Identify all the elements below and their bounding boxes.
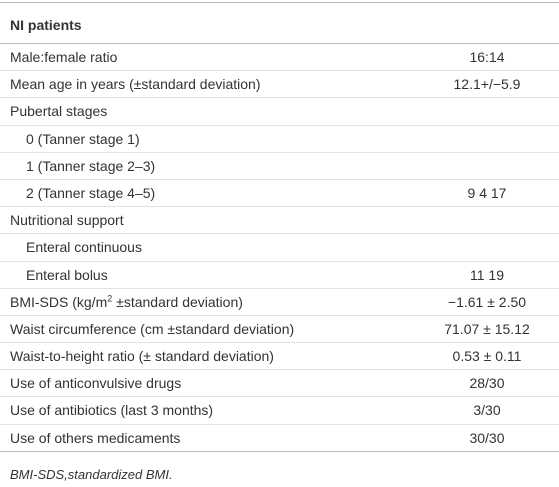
table-row: Pubertal stages [0, 98, 559, 126]
label-text: 1 (Tanner stage 2–3) [26, 157, 156, 174]
table-row: Mean age in years (±standard deviation) 1… [0, 71, 559, 99]
label-text: Male:female ratio [10, 49, 118, 65]
table-row: Male:female ratio 16:14 [0, 44, 559, 72]
label-text: Use of antibiotics (last 3 months) [10, 402, 214, 419]
row-label: Pubertal stages [10, 98, 107, 124]
table-row: Enteral bolus 11 19 [0, 262, 559, 289]
label-text: Pubertal stages [10, 103, 108, 120]
row-label: BMI-SDS (kg/m2 ±standard deviation) [10, 289, 243, 315]
row-label: Enteral bolus [26, 262, 108, 288]
label-text: Enteral bolus [26, 266, 108, 283]
table-row: Use of others medicaments 30/30 [0, 425, 559, 452]
label-text: ±standard deviation) [112, 293, 243, 310]
row-label: Mean age in years (±standard deviation) [10, 71, 261, 97]
row-label: 1 (Tanner stage 2–3) [26, 153, 155, 179]
label-text: Waist circumference (cm ±standard deviat… [10, 320, 295, 337]
table-header: NI patients [0, 3, 559, 44]
label-text: Use of others medicaments [10, 429, 181, 446]
label-text: Waist-to-height ratio (± standard deviat… [10, 348, 274, 365]
table-row: Use of anticonvulsive drugs 28/30 [0, 370, 559, 398]
row-label: Use of others medicaments [10, 425, 180, 451]
label-text: Nutritional support [10, 212, 124, 229]
label-text: Enteral continuous [26, 239, 142, 256]
label-text: 0 (Tanner stage 1) [26, 130, 140, 147]
table-row: Use of antibiotics (last 3 months) 3/30 [0, 397, 559, 425]
table-row: 1 (Tanner stage 2–3) [0, 153, 559, 180]
row-value: 16:14 [469, 49, 505, 65]
row-value: 11 19 [470, 266, 504, 283]
row-value: 30/30 [469, 429, 505, 446]
row-label: 0 (Tanner stage 1) [26, 126, 140, 152]
label-text: BMI-SDS (kg/m [10, 293, 108, 310]
table-row: Waist circumference (cm ±standard deviat… [0, 316, 559, 344]
label-text: 2 (Tanner stage 4–5) [26, 184, 156, 201]
footnote: BMI-SDS,standardized BMI. [10, 467, 173, 482]
table: NI patients Male:female ratio 16:14 Mean a… [0, 2, 559, 452]
row-value: 28/30 [469, 375, 505, 392]
table-row: BMI-SDS (kg/m2 ±standard deviation) −1.61… [0, 289, 559, 316]
table-row: 0 (Tanner stage 1) [0, 126, 559, 153]
table-row: Nutritional support [0, 207, 559, 235]
row-label: Waist circumference (cm ±standard deviat… [10, 316, 294, 342]
row-value: −1.61 ± 2.50 [447, 293, 527, 310]
label-text: Use of anticonvulsive drugs [10, 375, 182, 392]
row-value: 3/30 [473, 402, 501, 419]
row-label: Use of antibiotics (last 3 months) [10, 397, 213, 423]
row-label: Waist-to-height ratio (± standard deviat… [10, 343, 274, 369]
row-value: 0.53 ± 0.11 [452, 348, 522, 365]
table-row: 2 (Tanner stage 4–5) 9 4 17 [0, 180, 559, 208]
row-label: Use of anticonvulsive drugs [10, 370, 181, 396]
row-value: 9 4 17 [467, 184, 507, 201]
row-value: 12.1+/−5.9 [453, 76, 521, 93]
table-row: Enteral continuous [0, 234, 559, 262]
row-label: Male:female ratio [10, 44, 117, 70]
label-superscript: 2 [107, 293, 113, 304]
row-value: 71.07 ± 15.12 [444, 320, 530, 337]
label-text: Mean age in years (±standard deviation) [10, 76, 261, 93]
row-label: 2 (Tanner stage 4–5) [26, 180, 155, 206]
row-label: Enteral continuous [26, 234, 142, 260]
row-label: Nutritional support [10, 207, 124, 233]
table-row: Waist-to-height ratio (± standard deviat… [0, 343, 559, 371]
